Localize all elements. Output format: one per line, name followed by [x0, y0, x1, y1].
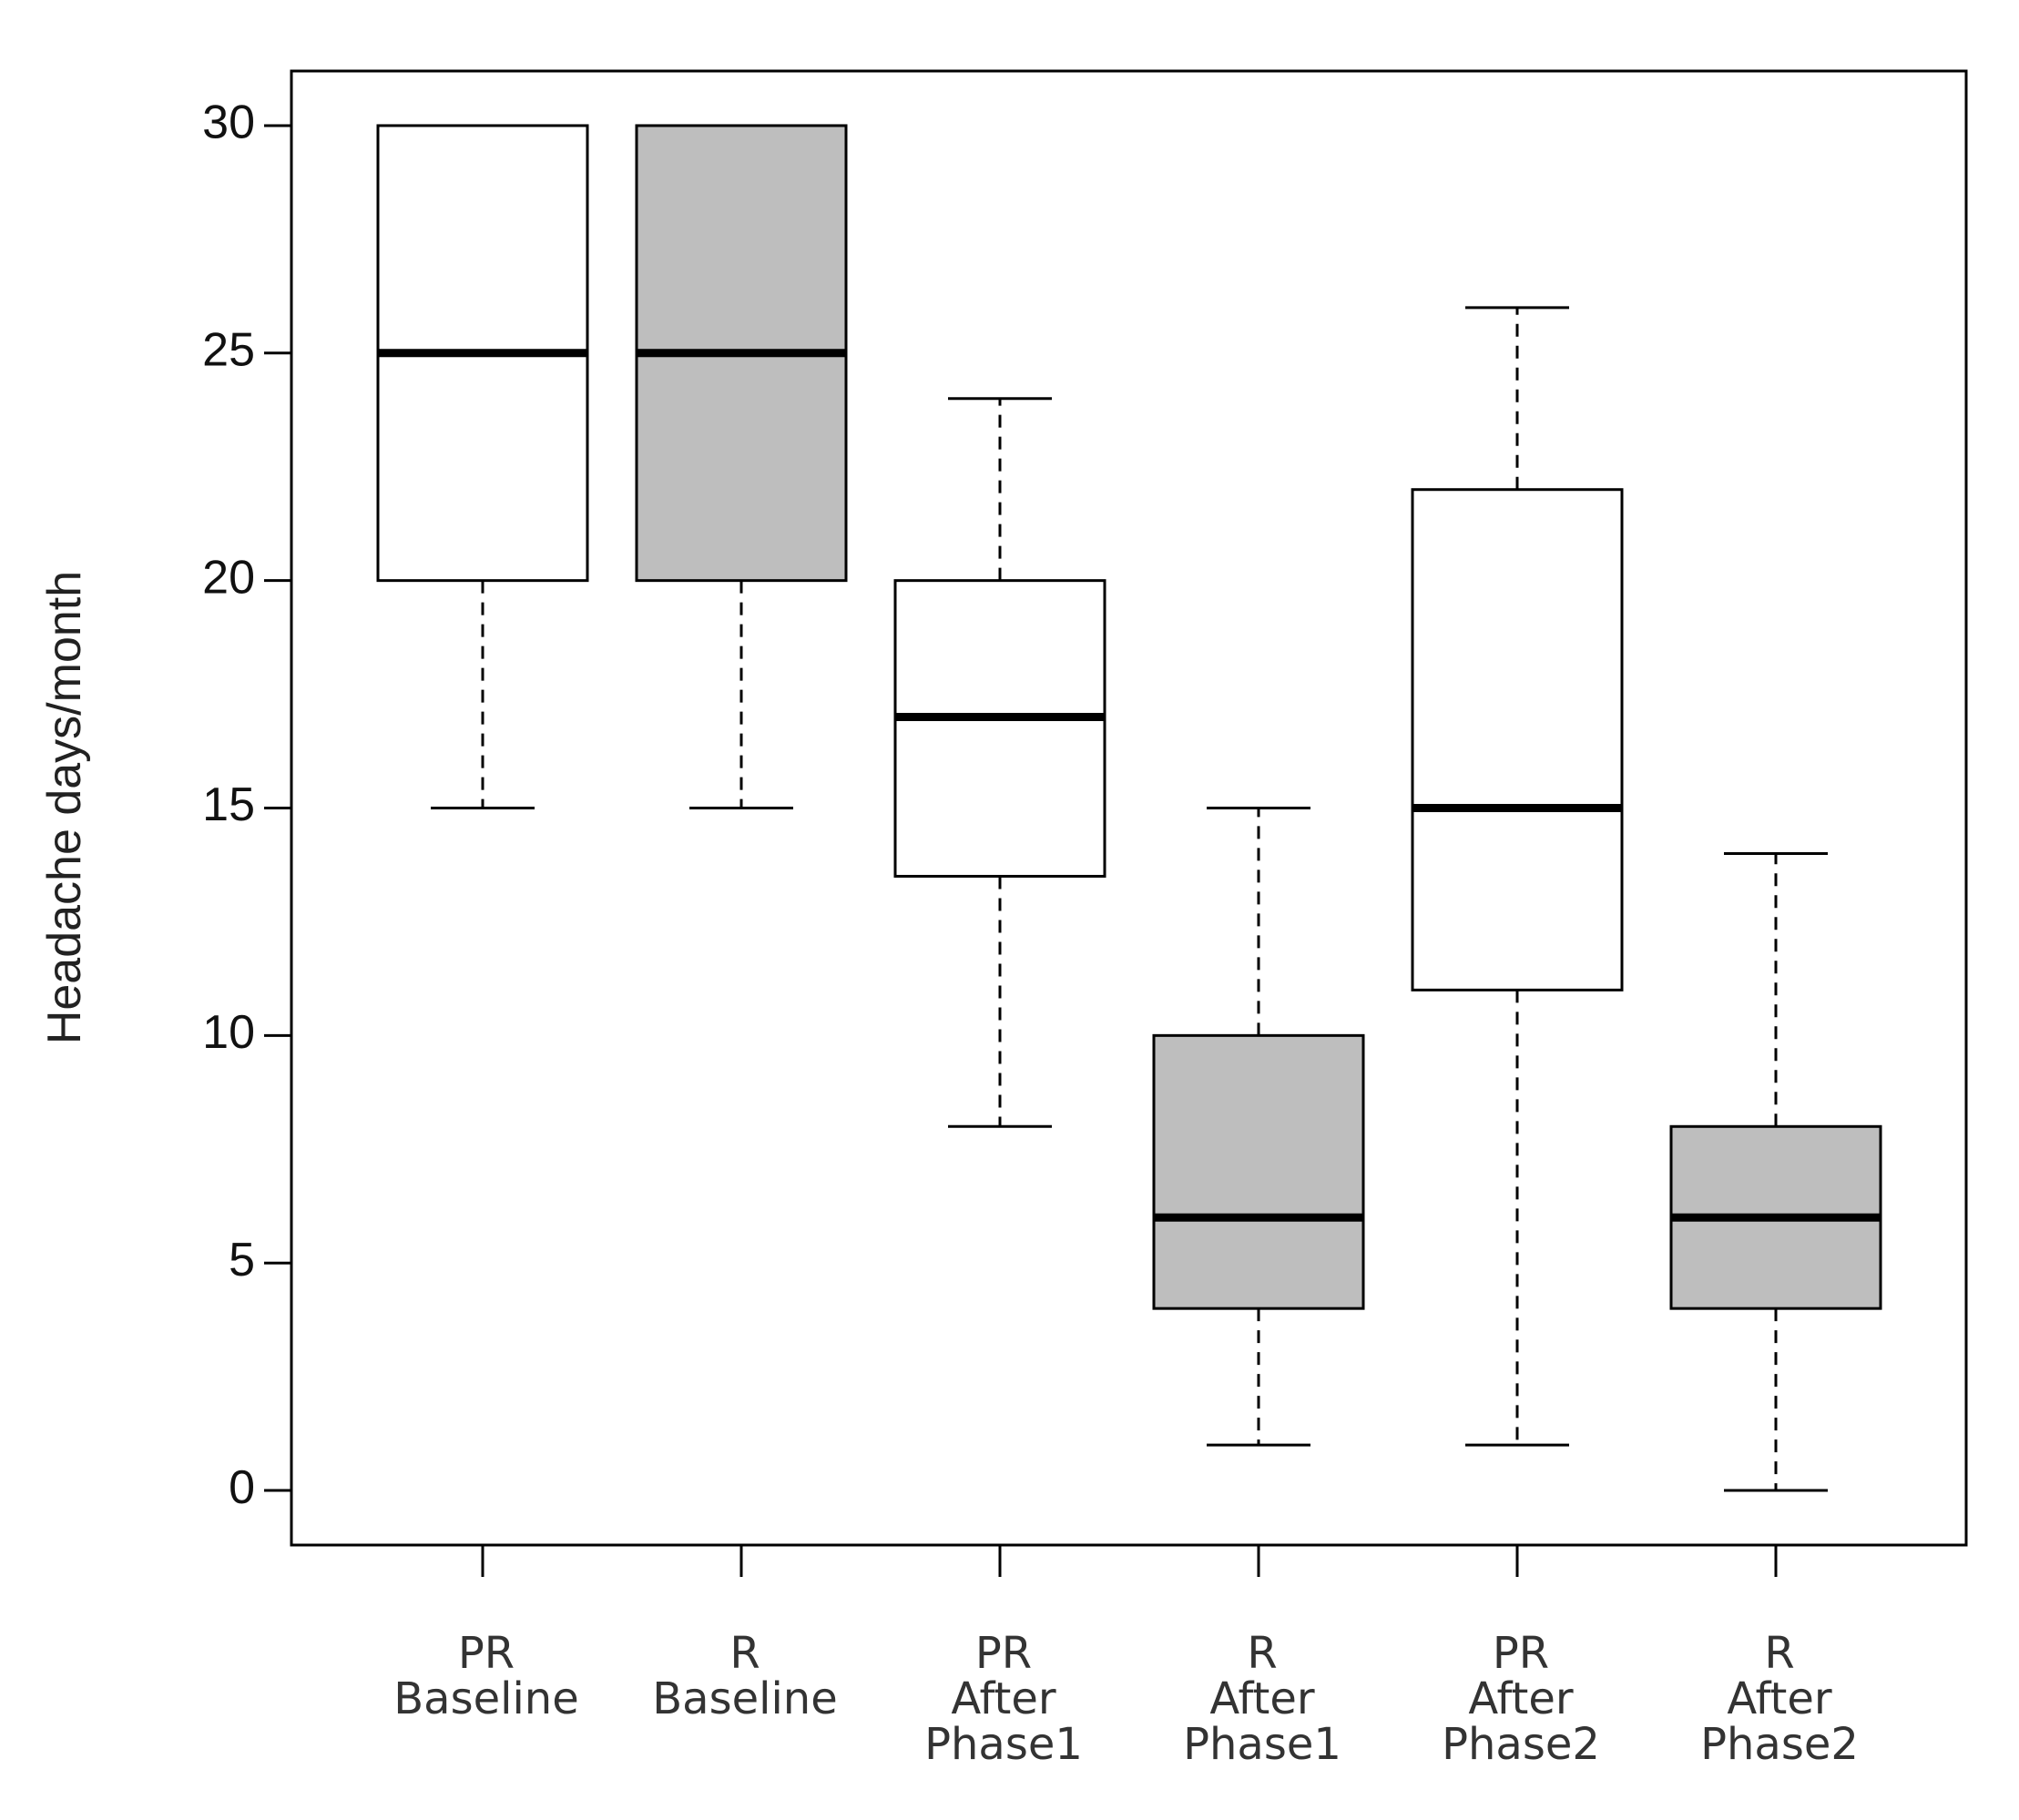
y-axis-label: Headache days/month [38, 571, 91, 1044]
box [1411, 488, 1624, 991]
x-tick-label: PR [975, 1628, 1032, 1679]
x-tick-label: R [729, 1628, 760, 1679]
x-tick-label: After [951, 1673, 1056, 1724]
x-tick-label: PR [1493, 1628, 1549, 1679]
y-tick-label: 15 [202, 778, 255, 831]
box [893, 579, 1106, 878]
x-tick-label: Phase1 [1183, 1719, 1341, 1770]
y-tick-label: 10 [202, 1006, 255, 1059]
y-tick-label: 5 [229, 1234, 255, 1286]
x-tick-label: Phase2 [1442, 1719, 1600, 1770]
x-tick-label: After [1209, 1673, 1315, 1724]
x-tick-label: Phase2 [1700, 1719, 1859, 1770]
y-tick-label: 0 [229, 1461, 255, 1514]
x-tick-label: After [1468, 1673, 1574, 1724]
y-tick-label: 30 [202, 97, 255, 149]
x-tick-label: PR [458, 1628, 515, 1679]
x-tick-label: Phase1 [924, 1719, 1083, 1770]
x-tick-label: R [1764, 1628, 1794, 1679]
box [1152, 1033, 1365, 1310]
x-tick-label: After [1727, 1673, 1832, 1724]
x-tick-label: Baseline [393, 1673, 579, 1724]
x-tick-label: R [1247, 1628, 1277, 1679]
x-tick-label: Baseline [652, 1673, 838, 1724]
y-tick-label: 25 [202, 324, 255, 377]
y-tick-label: 20 [202, 551, 255, 604]
